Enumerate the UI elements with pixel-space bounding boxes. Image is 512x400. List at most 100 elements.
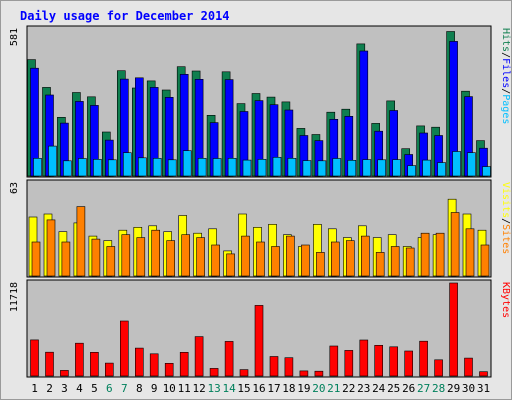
- bar-sites-day-25: [390, 246, 400, 277]
- bar-sites-day-27: [420, 232, 430, 277]
- legend-entry-files: Files: [500, 58, 511, 88]
- x-label-day-11: 11: [178, 382, 191, 395]
- bar-kbytes-day-5: [90, 351, 99, 377]
- bar-sites-day-31: [480, 244, 490, 277]
- bar-pages-day-20: [317, 160, 327, 177]
- legend-entry-visits: Visits: [500, 182, 511, 218]
- bar-kbytes-day-28: [434, 359, 443, 377]
- bar-sites-day-23: [360, 235, 370, 277]
- legend-separator: /: [500, 218, 511, 224]
- bar-sites-day-24: [375, 252, 385, 277]
- bar-sites-day-1: [31, 241, 41, 277]
- bar-pages-day-1: [33, 158, 42, 177]
- bar-sites-day-10: [166, 240, 175, 277]
- x-label-day-30: 30: [462, 382, 475, 395]
- bar-kbytes-day-6: [105, 362, 114, 377]
- bar-pages-day-18: [287, 158, 297, 177]
- y-axis-max-label: 63: [9, 182, 20, 194]
- legend-entry-hits: Hits: [500, 28, 511, 52]
- legend-separator: /: [500, 88, 511, 94]
- bar-kbytes-day-21: [329, 345, 339, 377]
- x-label-day-23: 23: [357, 382, 370, 395]
- bar-sites-day-29: [450, 212, 460, 277]
- bar-pages-day-26: [407, 165, 417, 177]
- bar-kbytes-day-29: [449, 282, 458, 377]
- bar-kbytes-day-22: [344, 350, 354, 377]
- bar-pages-day-6: [108, 159, 117, 177]
- bar-sites-day-30: [465, 228, 475, 277]
- legend-hits-files-pages: Hits/Files/Pages: [500, 28, 511, 124]
- bar-kbytes-day-14: [224, 341, 234, 377]
- legend-text: Hits/Files/Pages: [500, 28, 511, 124]
- bar-pages-day-28: [437, 162, 446, 177]
- bar-kbytes-day-8: [135, 347, 144, 377]
- x-label-day-8: 8: [136, 382, 143, 395]
- bar-kbytes-day-15: [239, 369, 249, 377]
- bar-kbytes-day-3: [60, 370, 69, 377]
- bar-kbytes-day-11: [179, 351, 189, 377]
- bar-sites-day-6: [106, 246, 116, 277]
- bar-kbytes-day-16: [254, 305, 264, 377]
- bar-sites-day-16: [256, 241, 265, 277]
- bar-sites-day-5: [91, 238, 101, 277]
- bar-kbytes-day-20: [314, 370, 324, 377]
- bar-kbytes-day-7: [120, 320, 129, 377]
- legend-entry-kbytes: KBytes: [500, 282, 511, 318]
- x-label-day-17: 17: [267, 382, 280, 395]
- bar-kbytes-day-10: [164, 362, 174, 377]
- x-label-day-10: 10: [163, 382, 176, 395]
- bar-pages-day-17: [272, 157, 282, 177]
- x-label-day-20: 20: [312, 382, 325, 395]
- x-label-day-22: 22: [342, 382, 355, 395]
- bar-sites-day-18: [286, 235, 295, 277]
- x-label-day-5: 5: [91, 382, 98, 395]
- x-label-day-1: 1: [31, 382, 38, 395]
- x-axis-day-labels: 1 2 3 4 5 6 7 8 9 10 11 12 13 14 15 16 17 18 19 20 21 22 23 24 2…: [31, 382, 490, 395]
- panel-visits-sites: 63 Visits/Sites: [9, 179, 511, 278]
- bar-sites-day-2: [46, 219, 56, 277]
- bar-pages-day-8: [138, 157, 147, 177]
- bar-sites-day-17: [271, 246, 280, 277]
- bar-pages-day-15: [242, 159, 252, 177]
- legend-entry-pages: Pages: [500, 94, 511, 124]
- bar-kbytes-day-9: [149, 353, 159, 377]
- bar-sites-day-19: [301, 244, 310, 277]
- bar-pages-day-16: [257, 159, 267, 177]
- bar-kbytes-day-18: [284, 357, 294, 377]
- x-label-day-6: 6: [106, 382, 113, 395]
- bar-pages-day-14: [227, 158, 237, 177]
- legend-kbytes: KBytes: [500, 282, 511, 318]
- bar-kbytes-day-27: [419, 340, 428, 377]
- bar-pages-day-27: [422, 159, 431, 177]
- x-label-day-12: 12: [192, 382, 205, 395]
- bar-pages-day-29: [452, 151, 461, 177]
- x-label-day-21: 21: [327, 382, 340, 395]
- x-label-day-24: 24: [372, 382, 386, 395]
- bar-pages-day-13: [212, 158, 222, 177]
- bar-pages-day-19: [302, 160, 312, 177]
- bar-pages-day-31: [482, 166, 491, 177]
- bar-sites-day-13: [211, 244, 220, 277]
- bar-pages-day-9: [152, 158, 162, 177]
- bar-pages-day-21: [332, 158, 342, 177]
- bar-sites-day-12: [196, 237, 205, 277]
- x-label-day-2: 2: [46, 382, 53, 395]
- bar-sites-day-11: [181, 234, 190, 277]
- bar-sites-day-8: [136, 237, 146, 277]
- legend-text: KBytes: [500, 282, 511, 318]
- bar-sites-day-22: [345, 240, 355, 277]
- bar-pages-day-2: [48, 145, 57, 177]
- bar-pages-day-7: [123, 152, 132, 177]
- bar-sites-day-20: [316, 252, 325, 277]
- bar-kbytes-day-17: [269, 356, 279, 377]
- bar-pages-day-23: [362, 159, 372, 177]
- y-axis-max-label: 11718: [9, 282, 20, 312]
- x-label-day-29: 29: [447, 382, 460, 395]
- bar-pages-day-30: [467, 152, 476, 177]
- bar-kbytes-day-30: [464, 357, 473, 377]
- legend-text: Visits/Sites: [500, 182, 511, 254]
- legend-separator: /: [500, 52, 511, 58]
- x-label-day-3: 3: [61, 382, 68, 395]
